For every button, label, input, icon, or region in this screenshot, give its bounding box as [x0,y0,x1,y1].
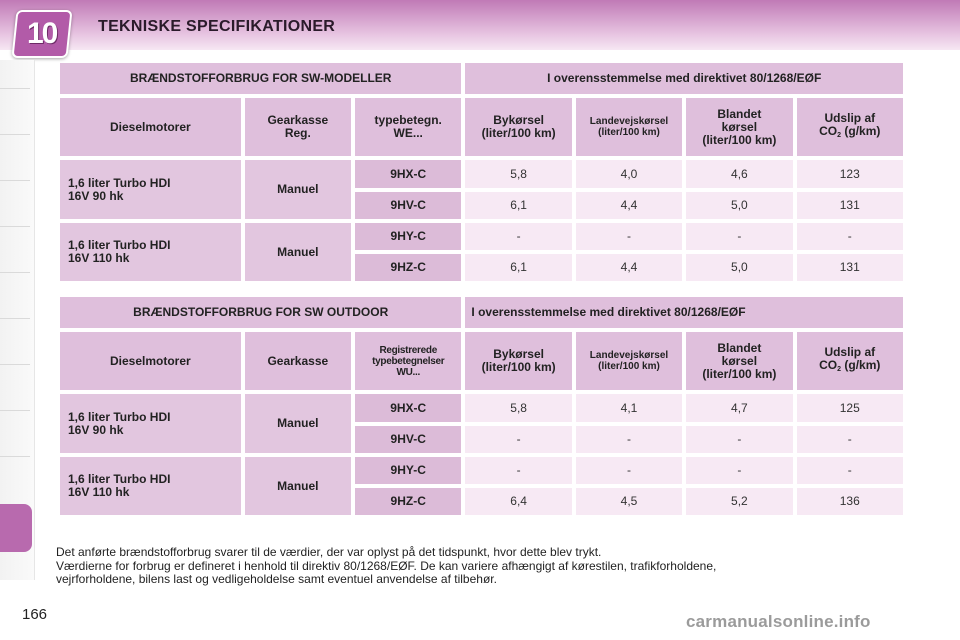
city-value: - [465,223,572,250]
co2-value: - [796,426,903,453]
table-row: 9HZ-C 6,1 4,4 5,0 131 [60,254,903,281]
chapter-number: 10 [27,17,57,50]
gearbox-cell: Manuel [244,394,352,453]
engine-cell: 1,6 liter Turbo HDI 16V 90 hk [60,394,241,453]
highway-value: - [575,223,683,250]
mixed-value: 5,0 [686,192,793,219]
co2-value: 131 [796,254,903,281]
co2-value: - [796,457,903,484]
type-code: 9HY-C [355,457,462,484]
type-code: 9HV-C [355,426,462,453]
col-header-gearbox: Gearkasse Reg. [244,98,352,156]
gearbox-cell: Manuel [244,223,352,281]
table-row: 1,6 liter Turbo HDI 16V 90 hk Manuel 9HX-… [60,394,903,453]
highway-value: - [575,426,683,453]
col-header-type: typebetegn. WE... [355,98,462,156]
city-value: 5,8 [465,160,572,188]
mixed-value: - [686,223,793,250]
highway-value: 4,0 [575,160,683,188]
city-value: 6,1 [465,192,572,219]
co2-value: - [796,223,903,250]
gearbox-cell: Manuel [244,457,352,515]
watermark: carmanualsonline.info [686,612,871,631]
consumption-table-sw: BRÆNDSTOFFORBRUG FOR SW-MODELLER I overe… [56,59,907,285]
col-header-highway: Landevejskørsel (liter/100 km) [575,98,683,156]
col-header-mixed: Blandet kørsel (liter/100 km) [686,332,793,390]
footnote-line: Det anførte brændstofforbrug svarer til … [56,545,602,559]
type-code: 9HZ-C [355,488,462,515]
table-title: BRÆNDSTOFFORBRUG FOR SW OUTDOOR [60,297,462,328]
consumption-table-sw-outdoor: BRÆNDSTOFFORBRUG FOR SW OUTDOOR I overen… [56,293,907,519]
footnote: Det anførte brændstofforbrug svarer til … [56,545,916,587]
col-header-highway: Landevejskørsel (liter/100 km) [575,332,683,390]
side-tab-strip [0,60,35,580]
city-value: 6,4 [465,488,572,515]
mixed-value: - [686,457,793,484]
table-row: 9HV-C - - - - [60,426,903,453]
page-title: TEKNISKE SPECIFIKATIONER [98,18,336,35]
engine-cell: 1,6 liter Turbo HDI 16V 110 hk [60,457,241,515]
mixed-value: 4,6 [686,160,793,188]
table-row: 1,6 liter Turbo HDI 16V 110 hk Manuel 9HY… [60,223,903,281]
highway-value: 4,4 [575,254,683,281]
col-header-city: Bykørsel (liter/100 km) [465,98,572,156]
col-header-engine: Dieselmotorer [60,98,241,156]
engine-cell: 1,6 liter Turbo HDI 16V 110 hk [60,223,241,281]
type-code: 9HY-C [355,223,462,250]
table-row: 9HZ-C 6,4 4,5 5,2 136 [60,488,903,515]
active-chapter-tab[interactable] [0,504,32,552]
city-value: 6,1 [465,254,572,281]
highway-value: 4,1 [575,394,683,422]
co2-value: 131 [796,192,903,219]
city-value: 5,8 [465,394,572,422]
table-title: BRÆNDSTOFFORBRUG FOR SW-MODELLER [60,63,462,94]
highway-value: 4,4 [575,192,683,219]
table-row: 1,6 liter Turbo HDI 16V 90 hk Manuel 9HX-… [60,160,903,219]
city-value: - [465,457,572,484]
type-code: 9HZ-C [355,254,462,281]
highway-value: 4,5 [575,488,683,515]
type-code: 9HV-C [355,192,462,219]
col-header-co2: Udslip af CO2 (g/km) [796,98,903,156]
mixed-value: 5,2 [686,488,793,515]
engine-cell: 1,6 liter Turbo HDI 16V 90 hk [60,160,241,219]
directive-note: I overensstemmelse med direktivet 80/126… [465,63,903,94]
col-header-mixed: Blandet kørsel (liter/100 km) [686,98,793,156]
directive-note: I overensstemmelse med direktivet 80/126… [465,297,903,328]
page-header [0,0,960,50]
mixed-value: 4,7 [686,394,793,422]
mixed-value: 5,0 [686,254,793,281]
table-row: 1,6 liter Turbo HDI 16V 110 hk Manuel 9HY… [60,457,903,515]
co2-value: 136 [796,488,903,515]
gearbox-cell: Manuel [244,160,352,219]
highway-value: - [575,457,683,484]
col-header-gearbox: Gearkasse [244,332,352,390]
col-header-engine: Dieselmotorer [60,332,241,390]
footnote-line: Værdierne for forbrug er defineret i hen… [56,558,717,573]
col-header-city: Bykørsel (liter/100 km) [465,332,572,390]
table-row: 9HV-C 6,1 4,4 5,0 131 [60,192,903,219]
co2-value: 123 [796,160,903,188]
chapter-badge: 10 [11,10,73,58]
type-code: 9HX-C [355,160,462,188]
col-header-type: Registrerede typebetegnelser WU... [355,332,462,390]
page-number: 166 [22,606,48,623]
type-code: 9HX-C [355,394,462,422]
city-value: - [465,426,572,453]
col-header-co2: Udslip af CO2 (g/km) [796,332,903,390]
co2-value: 125 [796,394,903,422]
footnote-line: vejrforholdene, bilens last og vedligeho… [56,572,497,586]
mixed-value: - [686,426,793,453]
